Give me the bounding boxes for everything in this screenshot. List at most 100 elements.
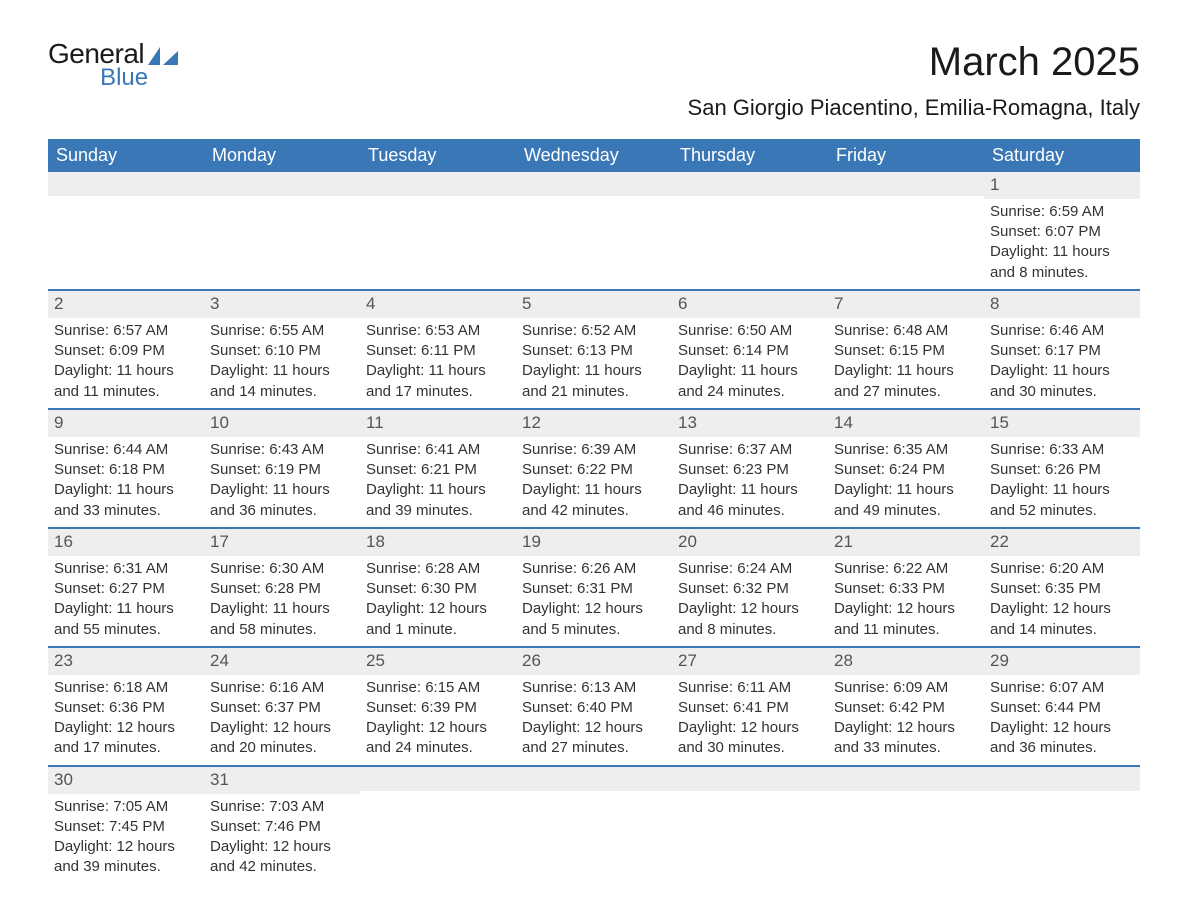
day-number: 31 — [204, 767, 360, 794]
day-details: Sunrise: 6:41 AMSunset: 6:21 PMDaylight:… — [360, 437, 516, 527]
calendar-day-cell — [984, 766, 1140, 884]
daylight-line: Daylight: 11 hours and 52 minutes. — [990, 480, 1134, 521]
calendar-day-cell: 17Sunrise: 6:30 AMSunset: 6:28 PMDayligh… — [204, 528, 360, 647]
day-number: 30 — [48, 767, 204, 794]
daylight-line: Daylight: 11 hours and 55 minutes. — [54, 599, 198, 640]
daylight-line: Daylight: 11 hours and 24 minutes. — [678, 361, 822, 402]
day-number — [516, 767, 672, 791]
calendar-day-cell: 20Sunrise: 6:24 AMSunset: 6:32 PMDayligh… — [672, 528, 828, 647]
day-number: 6 — [672, 291, 828, 318]
day-details: Sunrise: 6:35 AMSunset: 6:24 PMDaylight:… — [828, 437, 984, 527]
sunrise-line: Sunrise: 6:18 AM — [54, 678, 198, 698]
day-details: Sunrise: 6:13 AMSunset: 6:40 PMDaylight:… — [516, 675, 672, 765]
sunset-line: Sunset: 6:18 PM — [54, 460, 198, 480]
sunrise-line: Sunrise: 6:20 AM — [990, 559, 1134, 579]
day-number: 13 — [672, 410, 828, 437]
day-details: Sunrise: 6:57 AMSunset: 6:09 PMDaylight:… — [48, 318, 204, 408]
day-number: 1 — [984, 172, 1140, 199]
daylight-line: Daylight: 12 hours and 39 minutes. — [54, 837, 198, 878]
day-number: 2 — [48, 291, 204, 318]
calendar-header-row: SundayMondayTuesdayWednesdayThursdayFrid… — [48, 139, 1140, 172]
day-number — [516, 172, 672, 196]
sunset-line: Sunset: 6:40 PM — [522, 698, 666, 718]
daylight-line: Daylight: 12 hours and 5 minutes. — [522, 599, 666, 640]
calendar-day-cell — [204, 172, 360, 290]
daylight-line: Daylight: 12 hours and 14 minutes. — [990, 599, 1134, 640]
day-number — [672, 767, 828, 791]
day-number — [204, 172, 360, 196]
calendar-day-cell — [672, 766, 828, 884]
calendar-week-row: 2Sunrise: 6:57 AMSunset: 6:09 PMDaylight… — [48, 290, 1140, 409]
calendar-day-cell: 31Sunrise: 7:03 AMSunset: 7:46 PMDayligh… — [204, 766, 360, 884]
sunrise-line: Sunrise: 6:31 AM — [54, 559, 198, 579]
day-number: 28 — [828, 648, 984, 675]
daylight-line: Daylight: 11 hours and 33 minutes. — [54, 480, 198, 521]
calendar-day-cell — [672, 172, 828, 290]
day-details: Sunrise: 6:20 AMSunset: 6:35 PMDaylight:… — [984, 556, 1140, 646]
sunset-line: Sunset: 6:11 PM — [366, 341, 510, 361]
day-number: 21 — [828, 529, 984, 556]
day-details: Sunrise: 6:43 AMSunset: 6:19 PMDaylight:… — [204, 437, 360, 527]
day-details: Sunrise: 6:26 AMSunset: 6:31 PMDaylight:… — [516, 556, 672, 646]
logo: General Blue — [48, 40, 178, 90]
day-number: 10 — [204, 410, 360, 437]
sunrise-line: Sunrise: 6:43 AM — [210, 440, 354, 460]
day-number — [828, 172, 984, 196]
daylight-line: Daylight: 12 hours and 33 minutes. — [834, 718, 978, 759]
day-number: 9 — [48, 410, 204, 437]
sunrise-line: Sunrise: 6:07 AM — [990, 678, 1134, 698]
calendar-day-header: Thursday — [672, 139, 828, 172]
calendar-day-header: Wednesday — [516, 139, 672, 172]
calendar-day-cell: 21Sunrise: 6:22 AMSunset: 6:33 PMDayligh… — [828, 528, 984, 647]
day-number: 15 — [984, 410, 1140, 437]
sunrise-line: Sunrise: 6:24 AM — [678, 559, 822, 579]
calendar-week-row: 1Sunrise: 6:59 AMSunset: 6:07 PMDaylight… — [48, 172, 1140, 290]
day-details: Sunrise: 6:24 AMSunset: 6:32 PMDaylight:… — [672, 556, 828, 646]
page-subtitle: San Giorgio Piacentino, Emilia-Romagna, … — [688, 95, 1140, 121]
daylight-line: Daylight: 12 hours and 1 minute. — [366, 599, 510, 640]
daylight-line: Daylight: 12 hours and 11 minutes. — [834, 599, 978, 640]
calendar-day-cell: 10Sunrise: 6:43 AMSunset: 6:19 PMDayligh… — [204, 409, 360, 528]
day-details: Sunrise: 6:16 AMSunset: 6:37 PMDaylight:… — [204, 675, 360, 765]
calendar-day-cell: 6Sunrise: 6:50 AMSunset: 6:14 PMDaylight… — [672, 290, 828, 409]
sunrise-line: Sunrise: 6:39 AM — [522, 440, 666, 460]
day-number: 25 — [360, 648, 516, 675]
day-details: Sunrise: 6:44 AMSunset: 6:18 PMDaylight:… — [48, 437, 204, 527]
day-number: 14 — [828, 410, 984, 437]
daylight-line: Daylight: 12 hours and 27 minutes. — [522, 718, 666, 759]
calendar-day-cell: 29Sunrise: 6:07 AMSunset: 6:44 PMDayligh… — [984, 647, 1140, 766]
sunrise-line: Sunrise: 6:44 AM — [54, 440, 198, 460]
sunset-line: Sunset: 6:24 PM — [834, 460, 978, 480]
calendar-day-cell — [360, 172, 516, 290]
page-title: March 2025 — [688, 40, 1140, 85]
day-details: Sunrise: 6:37 AMSunset: 6:23 PMDaylight:… — [672, 437, 828, 527]
page-header: General Blue March 2025 San Giorgio Piac… — [48, 40, 1140, 121]
day-details: Sunrise: 6:18 AMSunset: 6:36 PMDaylight:… — [48, 675, 204, 765]
calendar-day-cell: 7Sunrise: 6:48 AMSunset: 6:15 PMDaylight… — [828, 290, 984, 409]
sunset-line: Sunset: 6:39 PM — [366, 698, 510, 718]
logo-text-bottom: Blue — [48, 66, 178, 90]
calendar-day-cell: 15Sunrise: 6:33 AMSunset: 6:26 PMDayligh… — [984, 409, 1140, 528]
calendar-day-header: Tuesday — [360, 139, 516, 172]
day-details: Sunrise: 6:48 AMSunset: 6:15 PMDaylight:… — [828, 318, 984, 408]
day-details: Sunrise: 6:28 AMSunset: 6:30 PMDaylight:… — [360, 556, 516, 646]
daylight-line: Daylight: 11 hours and 14 minutes. — [210, 361, 354, 402]
sunset-line: Sunset: 6:07 PM — [990, 222, 1134, 242]
sunrise-line: Sunrise: 6:28 AM — [366, 559, 510, 579]
sunrise-line: Sunrise: 6:11 AM — [678, 678, 822, 698]
calendar-day-cell: 28Sunrise: 6:09 AMSunset: 6:42 PMDayligh… — [828, 647, 984, 766]
day-details: Sunrise: 7:05 AMSunset: 7:45 PMDaylight:… — [48, 794, 204, 884]
day-details: Sunrise: 6:39 AMSunset: 6:22 PMDaylight:… — [516, 437, 672, 527]
calendar-day-cell: 19Sunrise: 6:26 AMSunset: 6:31 PMDayligh… — [516, 528, 672, 647]
day-number — [672, 172, 828, 196]
day-details: Sunrise: 6:46 AMSunset: 6:17 PMDaylight:… — [984, 318, 1140, 408]
day-number — [984, 767, 1140, 791]
sunrise-line: Sunrise: 6:30 AM — [210, 559, 354, 579]
calendar-day-cell: 18Sunrise: 6:28 AMSunset: 6:30 PMDayligh… — [360, 528, 516, 647]
day-number — [360, 172, 516, 196]
calendar-day-header: Sunday — [48, 139, 204, 172]
daylight-line: Daylight: 11 hours and 30 minutes. — [990, 361, 1134, 402]
calendar-day-header: Monday — [204, 139, 360, 172]
day-details: Sunrise: 6:50 AMSunset: 6:14 PMDaylight:… — [672, 318, 828, 408]
daylight-line: Daylight: 11 hours and 46 minutes. — [678, 480, 822, 521]
